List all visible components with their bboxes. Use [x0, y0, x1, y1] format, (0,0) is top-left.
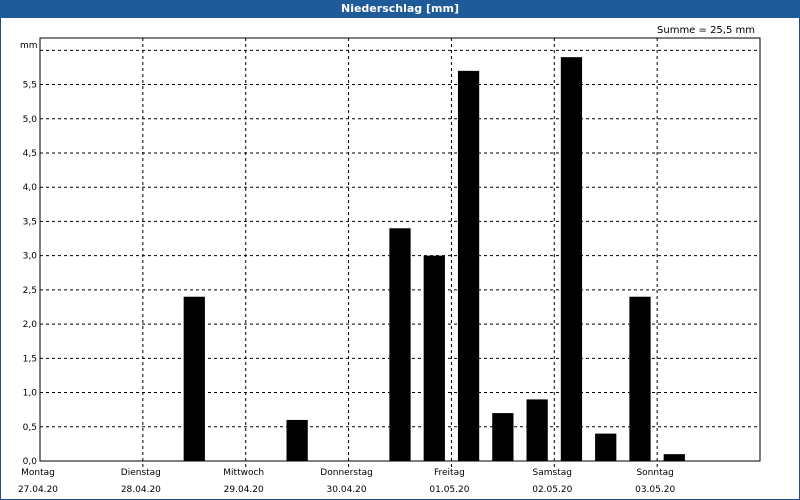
bar: [560, 57, 583, 462]
x-tick-weekday: Dienstag: [121, 468, 161, 478]
y-axis: 0,0 0,5 1,0 1,5 2,0 2,5 3,0 3,5 4,0 4,5 5,0 5,5: [23, 81, 38, 467]
y-tick-label: 0,0: [23, 457, 38, 467]
y-tick-label: 2,5: [23, 286, 37, 296]
y-tick-label: 1,0: [23, 389, 38, 399]
y-tick-label: 2,0: [23, 320, 38, 330]
y-tick-label: 3,5: [23, 217, 37, 227]
x-tick-date: 03.05.20: [635, 485, 675, 495]
sum-label: Summe = 25,5 mm: [657, 25, 755, 36]
x-tick-date: 30.04.20: [327, 485, 367, 495]
x-tick-date: 29.04.20: [224, 485, 264, 495]
bar: [286, 419, 308, 461]
bar: [629, 296, 651, 461]
x-tick-date: 27.04.20: [18, 485, 58, 495]
bar: [389, 228, 411, 461]
bar: [663, 454, 685, 461]
bar: [457, 70, 480, 461]
y-tick-label: 5,5: [23, 81, 37, 91]
bar: [492, 413, 514, 461]
x-tick-weekday: Donnerstag: [320, 468, 373, 478]
y-tick-label: 4,0: [23, 183, 38, 193]
x-tick-date: 01.05.20: [429, 485, 469, 495]
y-tick-label: 1,5: [23, 354, 37, 364]
bar: [595, 433, 617, 461]
x-tick-weekday: Freitag: [434, 468, 465, 478]
x-tick-date: 28.04.20: [121, 485, 161, 495]
bar: [183, 296, 205, 461]
y-axis-label: mm: [20, 41, 38, 51]
y-tick-label: 3,0: [23, 252, 38, 262]
x-tick-date: 02.05.20: [532, 485, 572, 495]
x-tick-weekday: Samstag: [533, 468, 572, 478]
y-tick-label: 0,5: [23, 423, 37, 433]
bar: [423, 255, 445, 461]
x-tick-weekday: Mittwoch: [223, 468, 264, 478]
window-title: Niederschlag [mm]: [0, 0, 800, 18]
x-axis: Montag 27.04.20 Dienstag 28.04.20 Mittwoch 29…: [18, 468, 675, 495]
y-tick-label: 5,0: [23, 115, 38, 125]
bar: [526, 399, 548, 461]
y-tick-label: 4,5: [23, 149, 37, 159]
bars: [183, 57, 685, 462]
x-tick-weekday: Sonntag: [636, 468, 673, 478]
x-tick-weekday: Montag: [21, 468, 55, 478]
